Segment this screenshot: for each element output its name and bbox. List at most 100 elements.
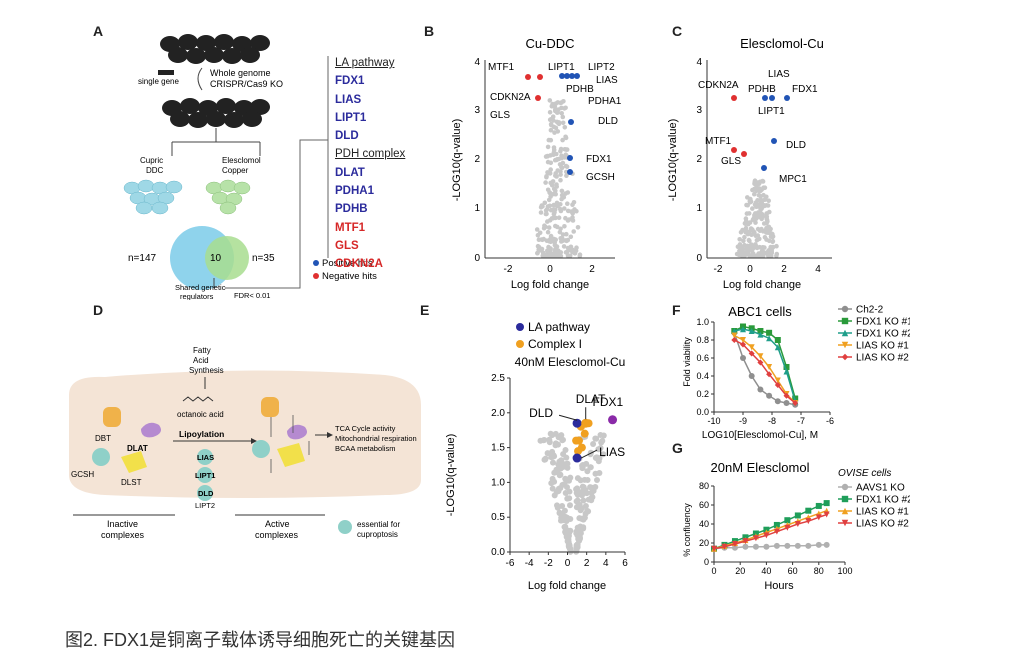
- label-fatty-1: Fatty: [193, 346, 211, 355]
- background-point: [573, 490, 580, 496]
- gene-pdhb: PDHB: [335, 203, 368, 216]
- data-point: [731, 332, 738, 339]
- background-point: [553, 466, 560, 473]
- protein-gcsh: [92, 448, 110, 466]
- label-active-2: complexes: [255, 530, 299, 540]
- background-point: [745, 202, 750, 208]
- background-point: [741, 249, 746, 255]
- background-point: [743, 225, 749, 231]
- data-point: [748, 373, 755, 379]
- label-lipoylation: Lipoylation: [179, 429, 224, 439]
- panel-g-title: 20nM Elesclomol: [711, 460, 810, 475]
- panel-b-point-fdx1: [567, 155, 573, 161]
- background-point: [551, 211, 557, 217]
- panel-b-xtick-1: 0: [547, 264, 553, 275]
- legend-marker: [841, 507, 849, 515]
- data-point: [792, 400, 799, 406]
- panel-c-label-dld: DLD: [786, 140, 806, 151]
- single-gene-bar: [158, 70, 174, 75]
- data-point: [794, 512, 801, 519]
- leader-dld: [558, 414, 578, 421]
- background-point: [563, 191, 568, 196]
- panel-g-xtick-label: 20: [735, 566, 745, 576]
- background-point: [560, 137, 565, 143]
- background-point: [743, 216, 749, 221]
- background-point: [560, 464, 566, 470]
- background-point: [554, 224, 560, 230]
- cupric-label-2: DDC: [146, 166, 164, 175]
- background-point: [758, 214, 763, 220]
- panel-e-chart: LA pathway Complex I 40nM Elesclomol-Cu …: [445, 320, 628, 592]
- data-point: [805, 542, 812, 549]
- background-point: [558, 177, 563, 183]
- panel-b-label-gls: GLS: [490, 110, 510, 121]
- label-fdx1: FDX1: [593, 395, 624, 409]
- legend-label: FDX1 KO #1: [856, 317, 910, 328]
- panel-b-label-pdhb: PDHB: [566, 84, 594, 95]
- panel-b-ytick-3: 3: [474, 105, 480, 116]
- background-point: [579, 462, 586, 468]
- highlight-point-fdx1: [608, 415, 618, 425]
- data-point: [774, 377, 781, 384]
- label-tca-2: Mitochondrial respiration: [335, 434, 417, 443]
- panel-c-label-gls: GLS: [721, 156, 741, 167]
- background-point: [548, 180, 553, 186]
- panel-e-title: 40nM Elesclomol-Cu: [515, 355, 626, 369]
- cell-cluster-ddc: [123, 179, 183, 215]
- background-point: [744, 246, 749, 252]
- background-point: [570, 249, 575, 255]
- background-point: [551, 207, 556, 212]
- shared-label-1: Shared genetic: [175, 283, 226, 292]
- split-lines: [171, 128, 261, 156]
- background-point: [558, 148, 563, 154]
- panel-f-axes: 0.0 0.2 0.4 0.6 0.8 1.0 -10 -9 -8 -7 -6: [696, 317, 834, 426]
- panel-f-xlabel: LOG10[Elesclomol-Cu], M: [702, 430, 818, 441]
- panel-e-ytick-label: 0.0: [491, 547, 505, 558]
- background-point: [547, 218, 553, 223]
- background-point: [751, 253, 756, 259]
- data-point: [757, 386, 764, 393]
- background-point: [546, 225, 552, 230]
- background-point: [554, 502, 560, 509]
- background-point: [600, 451, 607, 458]
- background-point: [551, 147, 557, 153]
- panel-e-xtick-label: 0: [565, 558, 571, 569]
- background-point: [567, 502, 573, 509]
- background-point: [761, 192, 766, 198]
- background-point: [580, 497, 587, 504]
- background-point: [573, 542, 580, 549]
- data-point: [784, 542, 791, 549]
- background-point: [548, 127, 554, 133]
- panel-e-axes: 0.0 0.5 1.0 1.5 2.0 2.5 -6 -4 -2 0 2 4 6: [491, 373, 628, 569]
- data-point: [805, 507, 812, 514]
- panel-b-label-lipt1: LIPT1: [548, 62, 575, 73]
- background-point: [563, 163, 569, 169]
- background-point: [543, 180, 548, 185]
- legend-marker: [841, 317, 849, 325]
- highlight-point-lias: [572, 453, 582, 463]
- background-point: [735, 244, 741, 249]
- background-point: [575, 536, 582, 542]
- panel-c-ytick-3: 3: [696, 105, 702, 116]
- background-point: [547, 110, 553, 115]
- background-point: [549, 104, 555, 109]
- background-point: [564, 460, 571, 467]
- venn-center-count: 10: [210, 253, 222, 264]
- panel-e-ytick-label: 1.5: [491, 443, 505, 454]
- data-point: [783, 392, 790, 399]
- panel-g-xtick-label: 60: [788, 566, 798, 576]
- elesclomol-label-2: Copper: [222, 166, 249, 175]
- background-point: [552, 440, 559, 447]
- background-point: [544, 450, 551, 457]
- background-point: [565, 201, 570, 206]
- background-point: [757, 244, 762, 250]
- legend-la-dot: [516, 323, 524, 331]
- background-point: [567, 546, 574, 553]
- background-point: [564, 249, 569, 255]
- background-point: [743, 221, 748, 226]
- protein-dlst: [121, 451, 147, 473]
- label-gcsh: GCSH: [71, 470, 94, 479]
- data-point: [773, 528, 780, 535]
- background-point: [560, 436, 566, 443]
- gene-pdha1: PDHA1: [335, 185, 374, 198]
